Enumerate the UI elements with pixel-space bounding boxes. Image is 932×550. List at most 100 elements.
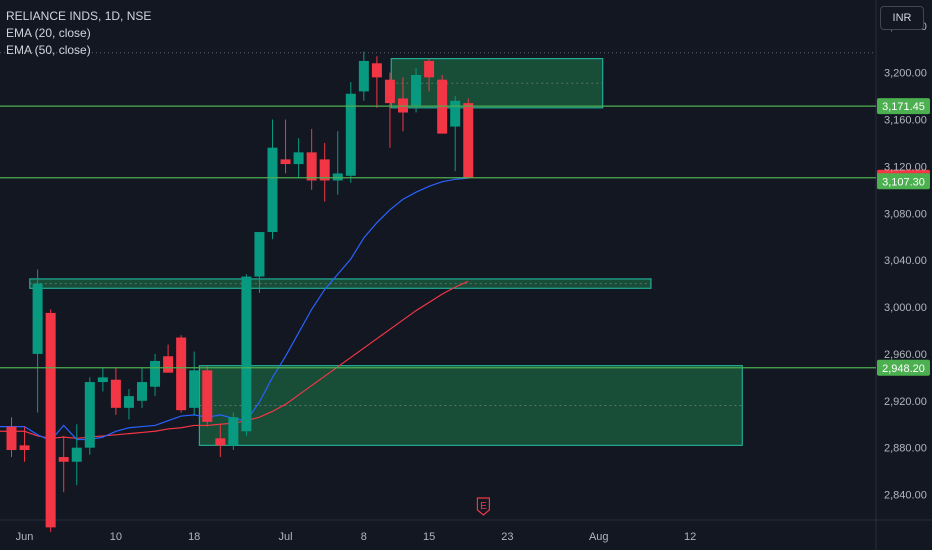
candle-23 bbox=[306, 128, 317, 190]
candle-body bbox=[137, 382, 147, 401]
x-tick-label: 8 bbox=[361, 531, 367, 543]
last-price-0-badge bbox=[877, 173, 930, 190]
candle-16 bbox=[215, 424, 226, 458]
candle-9 bbox=[123, 389, 134, 420]
candle-body bbox=[123, 396, 134, 408]
candle-body bbox=[345, 93, 356, 176]
candle-body bbox=[6, 426, 17, 451]
time-axis: Jun 10 18 Jul 8 15 23 Aug 12 bbox=[16, 531, 697, 543]
candle-body bbox=[267, 147, 278, 233]
candle-1 bbox=[19, 426, 30, 462]
candle-11 bbox=[150, 353, 161, 397]
candle-7 bbox=[97, 367, 108, 392]
candle-body bbox=[163, 356, 174, 373]
candle-33 bbox=[437, 75, 448, 134]
candle-body bbox=[189, 370, 200, 408]
x-tick-label: 23 bbox=[501, 531, 513, 543]
x-tick-label: Aug bbox=[589, 531, 609, 543]
hline-0-label: 3,171.45 bbox=[882, 101, 925, 113]
zone-layer bbox=[29, 57, 743, 446]
candle-body bbox=[71, 447, 82, 462]
y-tick-label: 2,840.00 bbox=[884, 490, 927, 502]
candle-body bbox=[110, 379, 121, 408]
candle-35 bbox=[463, 98, 474, 179]
y-tick-label: 3,120.00 bbox=[884, 161, 927, 173]
candle-5 bbox=[71, 424, 82, 486]
candle-body bbox=[228, 417, 239, 446]
x-tick-label: Jul bbox=[279, 531, 293, 543]
candle-21 bbox=[280, 119, 291, 174]
x-tick-label: 10 bbox=[110, 531, 122, 543]
candle-body bbox=[97, 377, 108, 383]
candle-10 bbox=[137, 367, 147, 408]
candle-25 bbox=[332, 131, 343, 195]
marker-layer: E bbox=[476, 497, 490, 516]
candle-body bbox=[150, 360, 161, 387]
candle-body bbox=[280, 159, 291, 165]
candle-2 bbox=[32, 269, 43, 413]
candle-22 bbox=[293, 138, 304, 179]
currency-button[interactable]: INR bbox=[880, 6, 924, 30]
candle-26 bbox=[345, 82, 356, 183]
candle-19 bbox=[254, 232, 265, 293]
candle-20 bbox=[267, 119, 278, 240]
candle-28 bbox=[371, 56, 382, 108]
x-tick-label: 18 bbox=[188, 531, 200, 543]
event-marker-shape bbox=[476, 497, 490, 516]
x-tick-label: 15 bbox=[423, 531, 435, 543]
candle-body bbox=[202, 370, 213, 422]
candle-18 bbox=[241, 274, 252, 436]
candle-body bbox=[306, 152, 317, 181]
candle-body bbox=[411, 75, 422, 106]
candle-body bbox=[176, 337, 187, 411]
hline-layer: 3,171.453,110.302,948.203,107.30 bbox=[0, 98, 930, 376]
price-axis: 3,240.003,200.003,160.003,120.003,080.00… bbox=[884, 21, 927, 502]
chart-legend: RELIANCE INDS, 1D, NSE EMA (20, close) E… bbox=[6, 8, 151, 59]
candle-body bbox=[32, 283, 43, 354]
candle-body bbox=[424, 60, 435, 78]
y-tick-label: 3,200.00 bbox=[884, 68, 927, 80]
candle-body bbox=[332, 173, 343, 181]
candle-3 bbox=[45, 309, 56, 533]
candle-body bbox=[19, 445, 30, 451]
earnings-event-icon[interactable]: E bbox=[476, 497, 490, 516]
x-tick-label: 12 bbox=[684, 531, 696, 543]
event-marker-label: E bbox=[480, 501, 487, 512]
y-tick-label: 3,040.00 bbox=[884, 255, 927, 267]
candle-body bbox=[215, 438, 226, 446]
candle-0 bbox=[6, 417, 17, 458]
candle-body bbox=[384, 79, 395, 104]
candle-body bbox=[398, 98, 408, 113]
candle-body bbox=[45, 312, 56, 528]
candle-layer bbox=[6, 51, 474, 533]
candle-8 bbox=[110, 367, 121, 415]
candle-6 bbox=[84, 377, 95, 455]
candle-body bbox=[319, 159, 330, 181]
candle-body bbox=[241, 276, 252, 432]
candle-body bbox=[293, 152, 304, 165]
candle-body bbox=[463, 103, 474, 179]
candle-34 bbox=[450, 96, 461, 172]
candle-30 bbox=[398, 77, 408, 132]
candle-body bbox=[358, 60, 369, 92]
hline-0-badge bbox=[877, 98, 930, 115]
y-tick-label: 2,960.00 bbox=[884, 349, 927, 361]
candle-body bbox=[84, 382, 95, 448]
x-tick-label: Jun bbox=[16, 531, 34, 543]
y-tick-label: 2,920.00 bbox=[884, 396, 927, 408]
candle-13 bbox=[176, 335, 187, 413]
candle-4 bbox=[58, 435, 69, 493]
legend-symbol[interactable]: RELIANCE INDS, 1D, NSE bbox=[6, 9, 152, 23]
candle-32 bbox=[424, 58, 435, 92]
candle-17 bbox=[228, 412, 239, 451]
y-tick-label: 3,080.00 bbox=[884, 208, 927, 220]
legend-ema20[interactable]: EMA (20, close) bbox=[6, 26, 91, 40]
y-tick-label: 3,160.00 bbox=[884, 115, 927, 127]
candle-12 bbox=[163, 344, 174, 373]
candle-31 bbox=[411, 67, 422, 113]
candle-27 bbox=[358, 51, 369, 101]
candle-body bbox=[371, 63, 382, 78]
legend-ema50[interactable]: EMA (50, close) bbox=[6, 43, 91, 57]
